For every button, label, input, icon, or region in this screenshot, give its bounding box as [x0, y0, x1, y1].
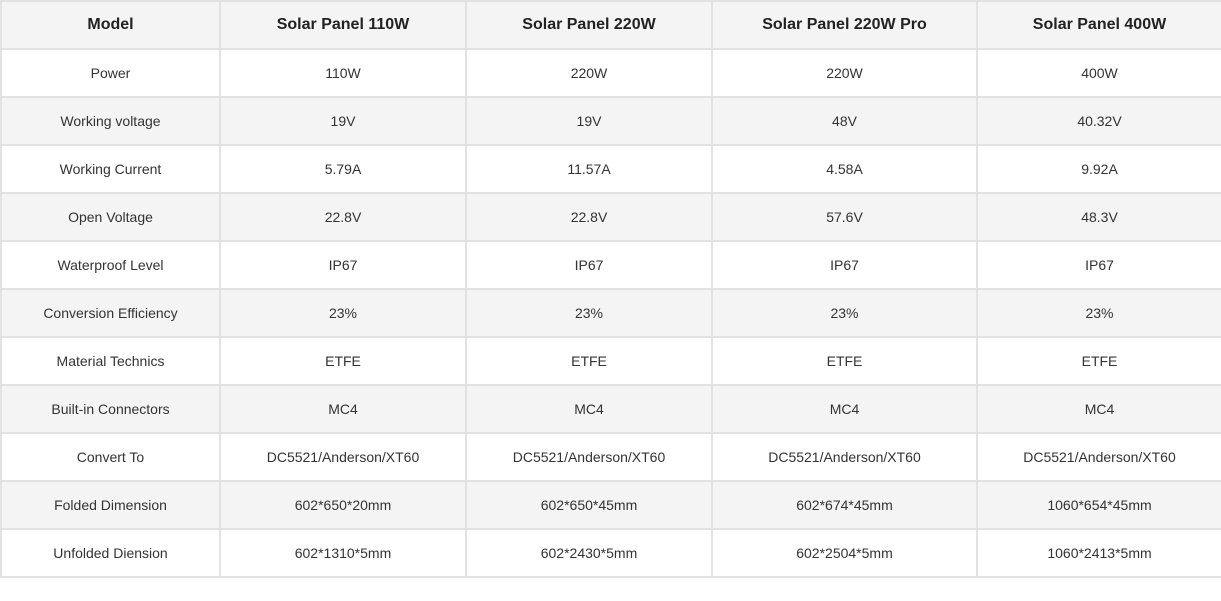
table-row: Waterproof Level IP67 IP67 IP67 IP67	[0, 240, 1221, 290]
table-cell: ETFE	[976, 336, 1221, 386]
table-cell: MC4	[465, 384, 713, 434]
row-label: Open Voltage	[0, 192, 221, 242]
row-label: Material Technics	[0, 336, 221, 386]
table-cell: 19V	[219, 96, 467, 146]
table-cell: IP67	[465, 240, 713, 290]
table-row: Working Current 5.79A 11.57A 4.58A 9.92A	[0, 144, 1221, 194]
table-row: Working voltage 19V 19V 48V 40.32V	[0, 96, 1221, 146]
table-cell: 23%	[465, 288, 713, 338]
header-cell: Solar Panel 220W Pro	[711, 0, 978, 50]
row-label: Folded Dimension	[0, 480, 221, 530]
header-cell: Solar Panel 220W	[465, 0, 713, 50]
table-row: Convert To DC5521/Anderson/XT60 DC5521/And…	[0, 432, 1221, 482]
table-row: Folded Dimension 602*650*20mm 602*650*45mm…	[0, 480, 1221, 530]
table-cell: 22.8V	[219, 192, 467, 242]
table-cell: 602*2430*5mm	[465, 528, 713, 578]
table-row: Built-in Connectors MC4 MC4 MC4 MC4	[0, 384, 1221, 434]
table-cell: MC4	[976, 384, 1221, 434]
table-cell: 1060*654*45mm	[976, 480, 1221, 530]
table-cell: 110W	[219, 48, 467, 98]
table-cell: 23%	[219, 288, 467, 338]
table-cell: 602*1310*5mm	[219, 528, 467, 578]
table-cell: 22.8V	[465, 192, 713, 242]
table-cell: DC5521/Anderson/XT60	[465, 432, 713, 482]
table-cell: 602*650*45mm	[465, 480, 713, 530]
table-cell: 400W	[976, 48, 1221, 98]
row-label: Working Current	[0, 144, 221, 194]
row-label: Convert To	[0, 432, 221, 482]
table-cell: ETFE	[219, 336, 467, 386]
table-cell: IP67	[219, 240, 467, 290]
table-row: Unfolded Diension 602*1310*5mm 602*2430*5m…	[0, 528, 1221, 578]
table-cell: 220W	[465, 48, 713, 98]
table-cell: 57.6V	[711, 192, 978, 242]
table-cell: 48.3V	[976, 192, 1221, 242]
table-cell: 40.32V	[976, 96, 1221, 146]
table-cell: 9.92A	[976, 144, 1221, 194]
table-cell: 1060*2413*5mm	[976, 528, 1221, 578]
table-cell: 19V	[465, 96, 713, 146]
header-row: Model Solar Panel 110W Solar Panel 220W Sol…	[0, 0, 1221, 50]
table-cell: DC5521/Anderson/XT60	[976, 432, 1221, 482]
row-label: Built-in Connectors	[0, 384, 221, 434]
table-cell: 23%	[711, 288, 978, 338]
row-label: Waterproof Level	[0, 240, 221, 290]
table-cell: 5.79A	[219, 144, 467, 194]
table-cell: MC4	[711, 384, 978, 434]
table-cell: 4.58A	[711, 144, 978, 194]
row-label: Conversion Efficiency	[0, 288, 221, 338]
row-label: Power	[0, 48, 221, 98]
table-cell: IP67	[976, 240, 1221, 290]
header-cell: Solar Panel 110W	[219, 0, 467, 50]
table-row: Open Voltage 22.8V 22.8V 57.6V 48.3V	[0, 192, 1221, 242]
table-row: Power 110W 220W 220W 400W	[0, 48, 1221, 98]
header-cell: Model	[0, 0, 221, 50]
table-cell: ETFE	[465, 336, 713, 386]
table-cell: 11.57A	[465, 144, 713, 194]
table-cell: DC5521/Anderson/XT60	[219, 432, 467, 482]
table-cell: 602*650*20mm	[219, 480, 467, 530]
header-cell: Solar Panel 400W	[976, 0, 1221, 50]
table-cell: 48V	[711, 96, 978, 146]
table-cell: 602*674*45mm	[711, 480, 978, 530]
table-cell: 23%	[976, 288, 1221, 338]
table-cell: MC4	[219, 384, 467, 434]
table-row: Conversion Efficiency 23% 23% 23% 23%	[0, 288, 1221, 338]
table-cell: 602*2504*5mm	[711, 528, 978, 578]
table-cell: 220W	[711, 48, 978, 98]
table-cell: ETFE	[711, 336, 978, 386]
spec-table: Model Solar Panel 110W Solar Panel 220W Sol…	[0, 0, 1221, 578]
row-label: Unfolded Diension	[0, 528, 221, 578]
table-row: Material Technics ETFE ETFE ETFE ETFE	[0, 336, 1221, 386]
table-cell: DC5521/Anderson/XT60	[711, 432, 978, 482]
table-cell: IP67	[711, 240, 978, 290]
row-label: Working voltage	[0, 96, 221, 146]
